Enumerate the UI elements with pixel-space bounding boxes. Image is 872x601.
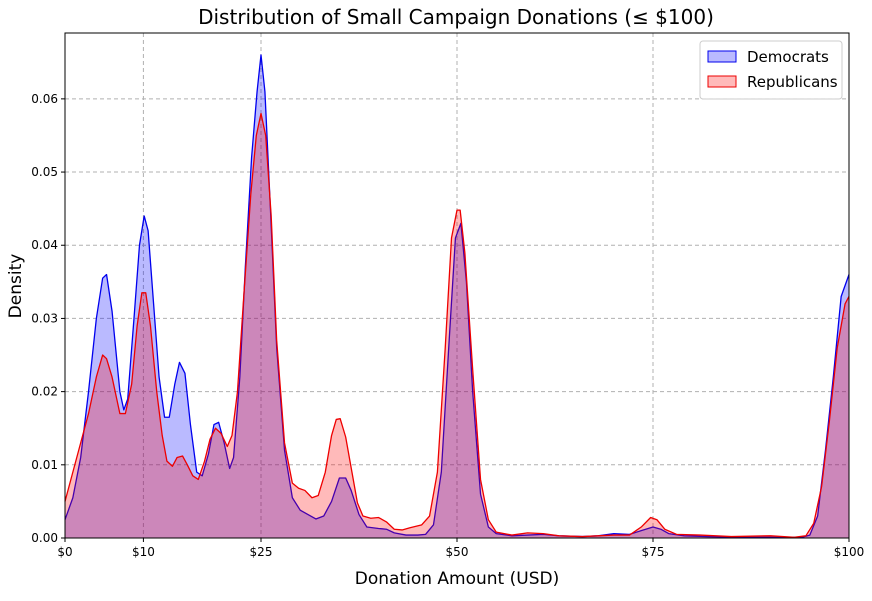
x-axis-title: Donation Amount (USD) xyxy=(355,569,559,589)
x-tick-label: $100 xyxy=(834,545,865,559)
legend: Democrats Republicans xyxy=(699,40,843,100)
legend-swatch-republicans xyxy=(707,75,737,88)
x-tick-label: $25 xyxy=(250,545,273,559)
y-tick-label: 0.02 xyxy=(31,385,58,399)
x-tick-label: $75 xyxy=(642,545,665,559)
y-tick-label: 0.05 xyxy=(31,165,58,179)
legend-swatch-democrats xyxy=(707,50,737,63)
grid-layer xyxy=(65,33,849,538)
tick-layer: $0 $10 $25 $50 $75 $100 0.00 0.01 0.02 0.03 0.04 0.… xyxy=(31,92,864,559)
x-tick-label: $50 xyxy=(446,545,469,559)
x-tick-label: $0 xyxy=(57,545,72,559)
legend-label-republicans: Republicans xyxy=(747,73,838,91)
legend-label-democrats: Democrats xyxy=(747,48,829,66)
y-tick-label: 0.06 xyxy=(31,92,58,106)
y-tick-label: 0.04 xyxy=(31,238,58,252)
y-tick-label: 0.01 xyxy=(31,458,58,472)
chart-title: Distribution of Small Campaign Donations… xyxy=(198,5,714,29)
y-tick-label: 0.03 xyxy=(31,311,58,325)
series-area-republicans xyxy=(65,113,849,538)
y-tick-label: 0.00 xyxy=(31,531,58,545)
series-layer xyxy=(64,54,850,539)
series-line-republicans xyxy=(64,112,850,538)
series-area-democrats xyxy=(65,54,849,539)
x-tick-label: $10 xyxy=(132,545,155,559)
y-axis-title: Density xyxy=(6,254,26,319)
